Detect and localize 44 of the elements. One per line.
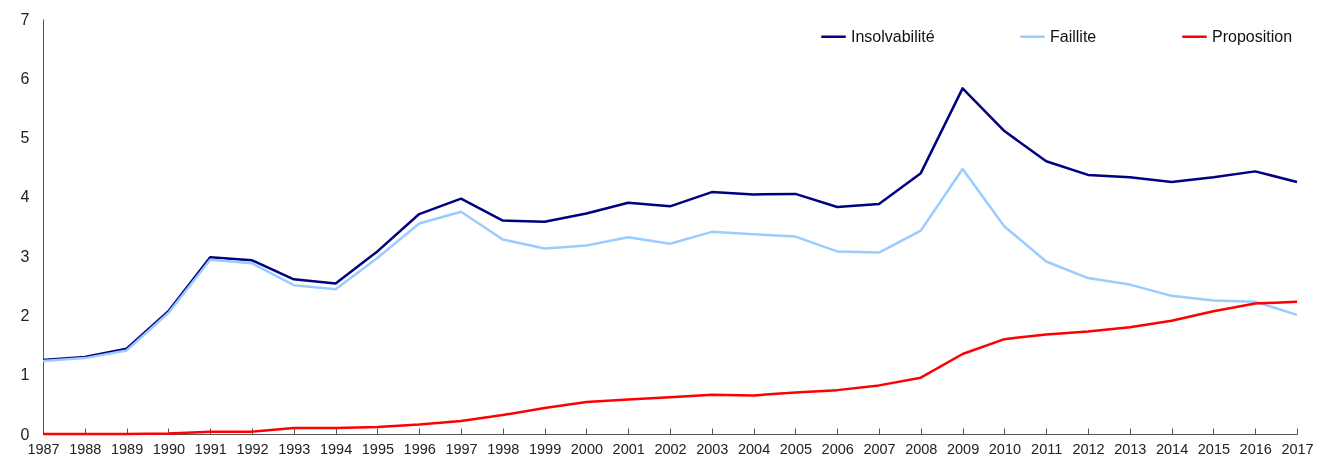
x-tick-label: 2007 — [863, 440, 896, 457]
x-tick-label: 2004 — [737, 440, 771, 457]
x-tick-label: 1992 — [236, 440, 269, 457]
legend-label: Proposition — [1212, 27, 1293, 45]
y-tick-label: 1 — [20, 366, 30, 384]
x-tick-label: 2005 — [779, 440, 813, 457]
x-tick-label: 1997 — [445, 440, 478, 457]
x-tick-label: 2015 — [1197, 440, 1231, 457]
x-tick-label: 1990 — [152, 440, 186, 457]
y-tick-label: 4 — [20, 188, 30, 206]
x-tick-label: 2001 — [612, 440, 645, 457]
x-tick-label: 2008 — [905, 440, 938, 457]
legend-label: Faillite — [1050, 27, 1097, 45]
x-tick-label: 1996 — [403, 440, 436, 457]
y-tick-label: 0 — [20, 425, 30, 443]
line-series — [41, 167, 1299, 363]
legend-label: Insolvabilité — [851, 27, 935, 45]
x-tick-label: 2013 — [1114, 440, 1147, 457]
x-tick-label: 2002 — [654, 440, 687, 457]
x-tick-label: 1988 — [69, 440, 102, 457]
y-tick-label: 6 — [20, 69, 30, 87]
x-tick-label: 1994 — [319, 440, 353, 457]
x-tick-label: 2016 — [1239, 440, 1272, 457]
x-tick-label: 2011 — [1031, 440, 1063, 457]
x-tick-label: 2003 — [696, 440, 729, 457]
x-tick-label: 1991 — [194, 440, 227, 457]
y-tick-label: 3 — [20, 247, 30, 265]
line-series — [41, 87, 1299, 362]
x-tick-label: 1995 — [361, 440, 395, 457]
y-tick-label: 5 — [20, 129, 30, 147]
x-tick-label: 2017 — [1281, 440, 1314, 457]
x-tick-label: 2009 — [946, 440, 980, 457]
x-tick-label: 1993 — [278, 440, 311, 457]
x-tick-label: 2010 — [988, 440, 1022, 457]
y-tick-label: 7 — [20, 10, 30, 28]
x-tick-label: 1998 — [487, 440, 520, 457]
x-tick-label: 2012 — [1072, 440, 1105, 457]
x-tick-label: 2000 — [570, 440, 604, 457]
x-tick-label: 2006 — [821, 440, 854, 457]
x-tick-label: 1999 — [528, 440, 562, 457]
x-tick-label: 1987 — [27, 440, 60, 457]
x-tick-label: 1989 — [110, 440, 144, 457]
y-tick-label: 2 — [20, 306, 30, 324]
x-tick-label: 2014 — [1155, 440, 1189, 457]
